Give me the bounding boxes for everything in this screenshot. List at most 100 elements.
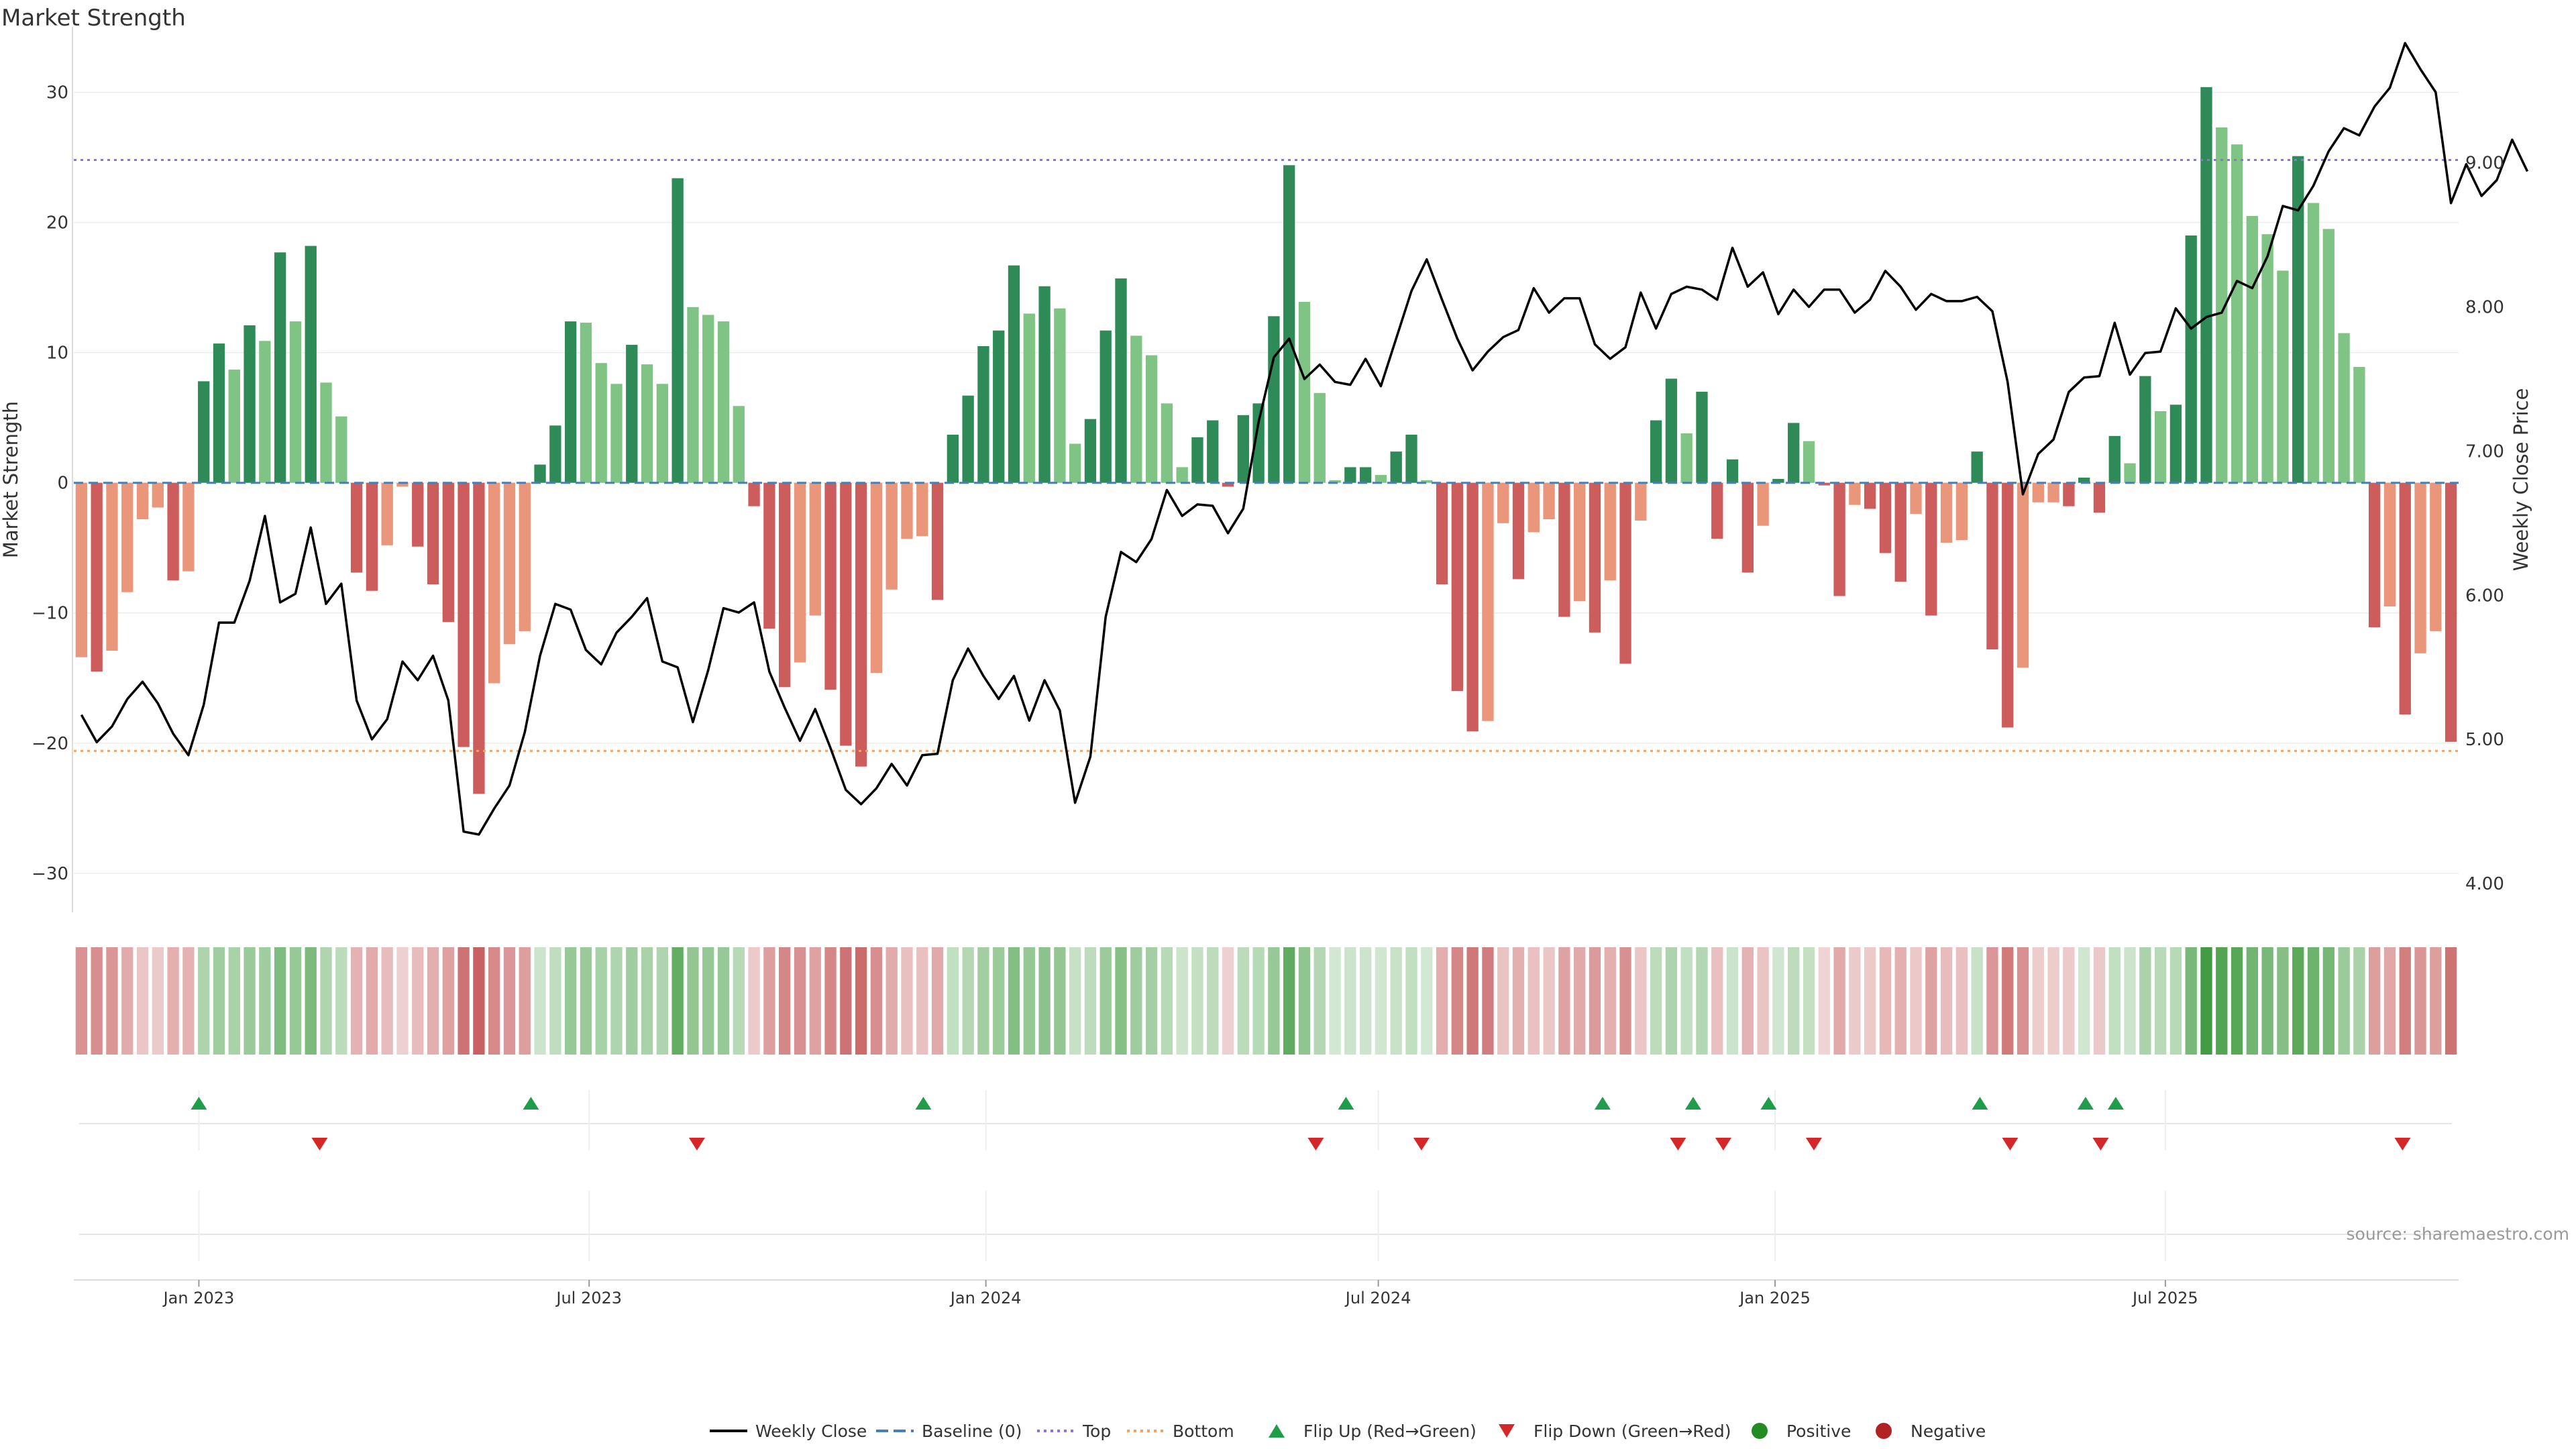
heat-cell	[121, 947, 133, 1055]
heat-cell	[1574, 947, 1586, 1055]
strength-bar-negative	[503, 482, 516, 645]
heat-cell	[1497, 947, 1509, 1055]
legend-item-bottom: Bottom	[1127, 1421, 1234, 1441]
x-tick-label: Jan 2023	[162, 1289, 235, 1307]
axes: −30 −20 −10 0 10 20 30 4.00 5.00 6.00 7.00 8.00 9.00…	[0, 27, 2532, 912]
strength-bar-negative	[182, 482, 195, 572]
heat-cell	[198, 947, 210, 1055]
strength-bar-positive	[2108, 435, 2121, 483]
strength-bar-negative	[1986, 482, 1998, 650]
heat-cell	[1038, 947, 1051, 1055]
heat-cell	[931, 947, 944, 1055]
heat-cell	[1313, 947, 1326, 1055]
legend-item-negative: Negative	[1876, 1421, 1986, 1441]
strength-bar-negative	[840, 482, 852, 746]
strength-bar-positive	[564, 321, 577, 483]
heat-cell	[1283, 947, 1295, 1055]
heat-cell	[1696, 947, 1708, 1055]
heat-cell	[1803, 947, 1815, 1055]
legend-label: Top	[1082, 1421, 1111, 1441]
y-right-tick-label: 4.00	[2465, 874, 2504, 894]
strength-bar-negative	[1451, 482, 1464, 692]
strength-bar-positive	[335, 416, 347, 483]
heat-cell	[1084, 947, 1097, 1055]
heat-cell	[993, 947, 1005, 1055]
strength-bar-positive	[2078, 477, 2090, 483]
y-right-tick-label: 5.00	[2465, 730, 2504, 750]
heat-cell	[580, 947, 592, 1055]
strength-bar-negative	[473, 482, 485, 794]
strength-bar-positive	[687, 307, 699, 483]
flip-up-marker	[2107, 1097, 2124, 1110]
strength-bar-positive	[717, 321, 730, 483]
strength-bar-positive	[1298, 302, 1311, 483]
heat-cell	[626, 947, 638, 1055]
strength-bar-negative	[121, 482, 133, 592]
flip-up-marker	[1594, 1097, 1611, 1110]
heat-cell	[1986, 947, 1998, 1055]
strength-bars	[75, 87, 2457, 794]
strength-bar-negative	[1925, 482, 1937, 616]
heat-cell	[1772, 947, 1784, 1055]
heat-cell	[1268, 947, 1280, 1055]
heat-cell	[2032, 947, 2044, 1055]
heat-cell	[350, 947, 363, 1055]
x-tick-label: Jan 2025	[1738, 1289, 1811, 1307]
strength-bar-positive	[656, 384, 669, 483]
strength-bar-negative	[1818, 482, 1830, 486]
heat-cell	[1589, 947, 1601, 1055]
strength-bar-positive	[228, 369, 240, 483]
strength-bar-negative	[916, 482, 928, 537]
strength-bar-positive	[289, 321, 302, 483]
y-right-tick-label: 6.00	[2465, 586, 2504, 606]
heat-cell	[1879, 947, 1892, 1055]
heat-cell	[1925, 947, 1937, 1055]
heat-cell	[1298, 947, 1311, 1055]
strength-bar-negative	[1558, 482, 1570, 617]
strength-bar-positive	[610, 384, 623, 483]
heat-cell	[2231, 947, 2243, 1055]
heat-cell	[488, 947, 500, 1055]
strength-bar-positive	[1130, 335, 1142, 483]
heat-cell	[1390, 947, 1402, 1055]
heat-cell	[473, 947, 485, 1055]
strength-bar-negative	[1955, 482, 1968, 541]
strength-bar-positive	[2307, 203, 2320, 483]
strength-bar-positive	[1971, 451, 1983, 483]
strength-bar-negative	[1833, 482, 1845, 596]
strength-bar-negative	[1543, 482, 1555, 520]
legend-label: Bottom	[1173, 1421, 1234, 1441]
strength-bar-positive	[1115, 278, 1127, 483]
strength-bar-negative	[2047, 482, 2059, 502]
strength-bar-negative	[1635, 482, 1647, 521]
heat-cell	[2063, 947, 2075, 1055]
heat-cell	[2383, 947, 2396, 1055]
strength-bar-positive	[1405, 434, 1417, 483]
strength-bar-negative	[2383, 482, 2396, 607]
heat-cell	[167, 947, 179, 1055]
heat-cell	[2154, 947, 2167, 1055]
strength-bar-positive	[198, 381, 210, 483]
heat-cell	[1910, 947, 1922, 1055]
y-left-tick-label: 0	[57, 474, 68, 494]
heat-cell	[1008, 947, 1020, 1055]
strength-bar-negative	[2017, 482, 2029, 668]
strength-bar-negative	[2430, 482, 2442, 631]
heat-cell	[962, 947, 974, 1055]
heat-cell	[641, 947, 653, 1055]
y-left-axis-label: Market Strength	[0, 401, 22, 558]
legend-label: Baseline (0)	[922, 1421, 1022, 1441]
strength-bar-positive	[1268, 316, 1280, 483]
flip-up-marker	[191, 1097, 207, 1110]
strength-bar-negative	[2093, 482, 2106, 513]
legend-swatch-down-icon	[1499, 1424, 1515, 1438]
heat-cell	[2338, 947, 2350, 1055]
heat-cell	[610, 947, 623, 1055]
flip-up-marker	[1684, 1097, 1701, 1110]
flip-down-marker	[2002, 1138, 2019, 1150]
heat-cell	[136, 947, 149, 1055]
heat-cell	[916, 947, 928, 1055]
heat-cell	[1130, 947, 1142, 1055]
heat-cell	[2200, 947, 2212, 1055]
strength-bar-positive	[1054, 308, 1066, 483]
